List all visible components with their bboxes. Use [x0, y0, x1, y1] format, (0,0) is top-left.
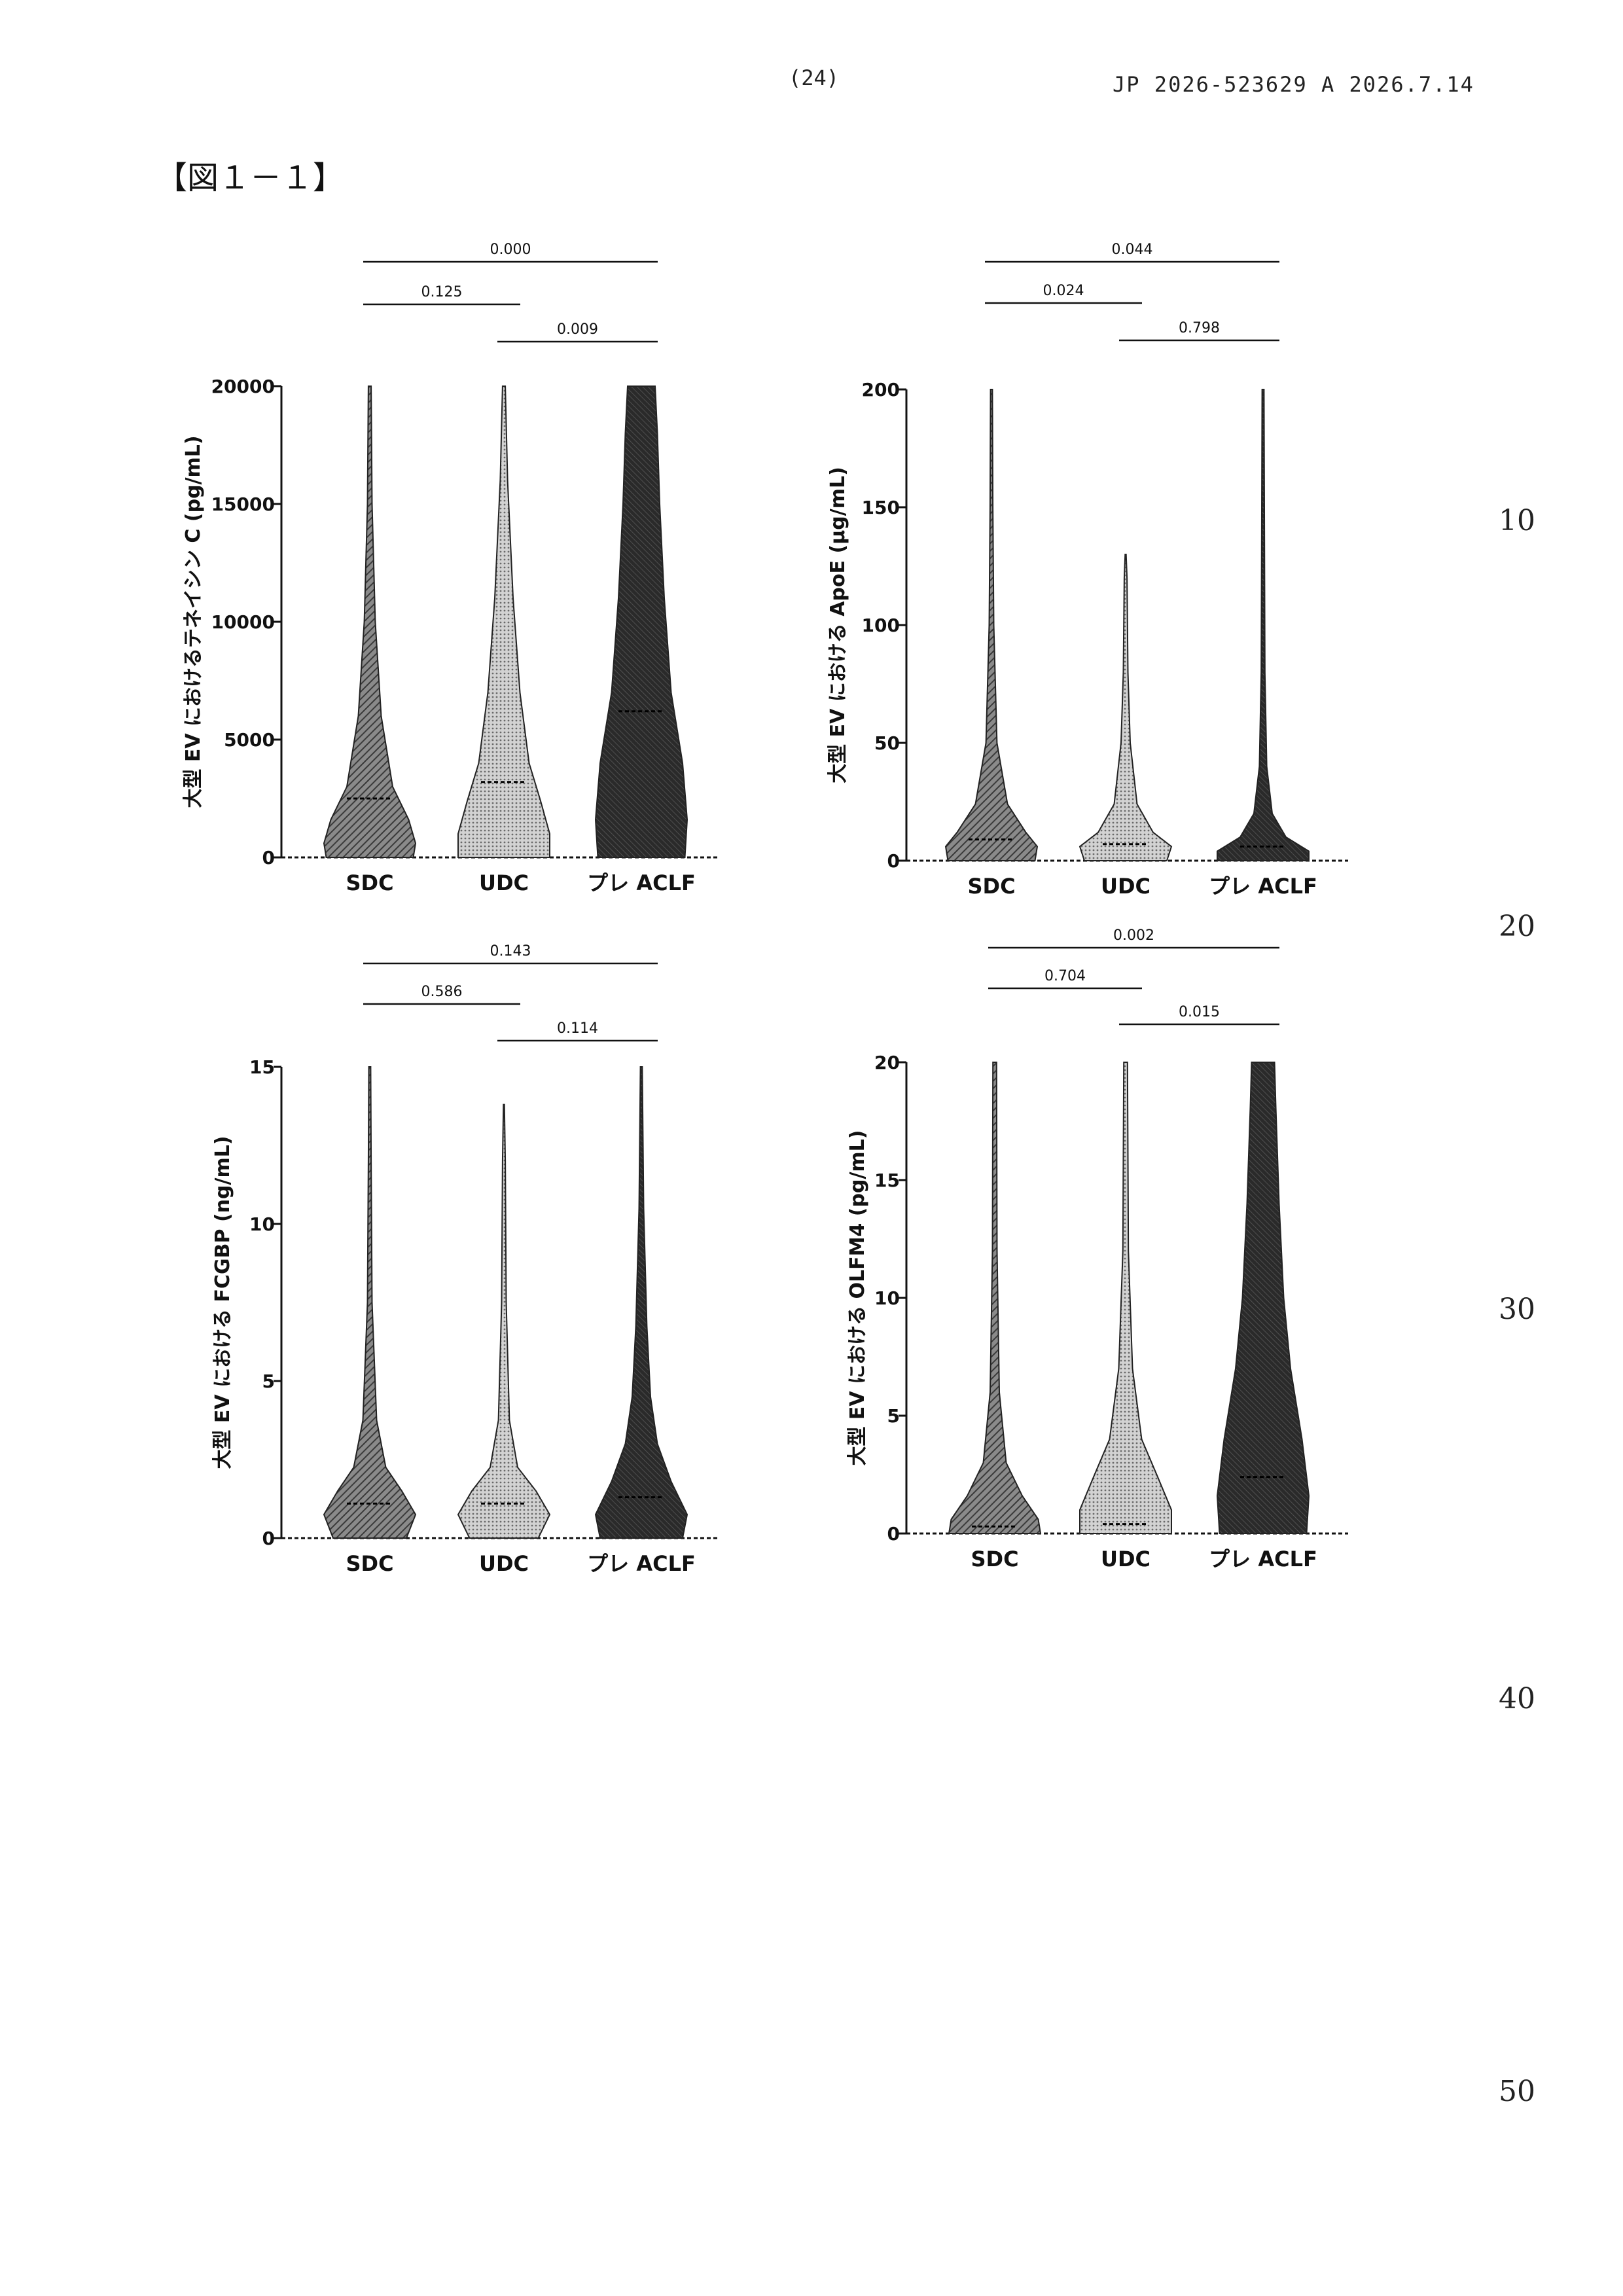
p-value-label: 0.002: [1113, 927, 1154, 944]
y-tick-label: 5: [887, 1405, 900, 1427]
y-axis-label: 大型 EV における OLFM4 (pg/mL): [846, 1130, 869, 1465]
y-tick-label: 0: [262, 1528, 275, 1549]
p-value-label: 0.024: [1043, 283, 1084, 299]
violin-pre-aclf: [596, 386, 687, 857]
p-value-label: 0.015: [1179, 1004, 1220, 1020]
violin-pre-aclf: [596, 1067, 687, 1538]
x-tick-label-sdc: SDC: [346, 1551, 393, 1576]
y-tick-label: 50: [874, 732, 900, 754]
y-tick-label: 15: [874, 1170, 900, 1191]
violin-udc: [458, 1105, 550, 1538]
x-tick-label-udc: UDC: [479, 870, 529, 895]
p-value-label: 0.125: [421, 284, 463, 300]
p-value-label: 0.000: [490, 242, 531, 258]
y-tick-label: 100: [862, 615, 900, 636]
p-value-label: 0.044: [1112, 242, 1153, 258]
y-tick-label: 5: [262, 1371, 275, 1392]
x-tick-label-udc: UDC: [1101, 874, 1150, 899]
x-tick-label-udc: UDC: [479, 1551, 529, 1576]
y-tick-label: 5000: [224, 729, 275, 751]
chart-panel-1: 0 5000 10000 15000 20000 大型 EV におけるテネイシン C (p…: [182, 242, 720, 895]
violin-sdc: [324, 386, 416, 857]
y-tick-label: 10000: [211, 611, 275, 633]
x-tick-label-pre-aclf: プレ ACLF: [587, 870, 696, 895]
p-value-label: 0.798: [1179, 320, 1220, 336]
violin-pre-aclf: [1217, 389, 1309, 861]
violin-udc: [458, 386, 550, 857]
p-value-label: 0.704: [1044, 968, 1086, 984]
y-tick-label: 0: [887, 1523, 900, 1545]
y-tick-label: 15: [249, 1056, 275, 1078]
y-tick-label: 20000: [211, 376, 275, 397]
chart-panel-3: 0 5 10 15 大型 EV における FCGBP (ng/mL) SDC UDC プレ A…: [211, 943, 720, 1576]
violin-sdc: [324, 1067, 416, 1538]
x-tick-label-sdc: SDC: [346, 870, 393, 895]
x-tick-label-sdc: SDC: [967, 874, 1015, 899]
y-tick-label: 15000: [211, 493, 275, 515]
p-value-label: 0.114: [557, 1020, 598, 1037]
p-value-label: 0.586: [421, 984, 463, 1000]
violin-sdc: [946, 389, 1037, 861]
y-tick-label: 20: [874, 1052, 900, 1073]
violin-pre-aclf: [1217, 1062, 1309, 1534]
y-tick-label: 200: [862, 379, 900, 401]
x-tick-label-sdc: SDC: [971, 1547, 1018, 1571]
p-value-label: 0.143: [490, 943, 531, 960]
x-tick-label-pre-aclf: プレ ACLF: [587, 1551, 696, 1576]
x-tick-label-pre-aclf: プレ ACLF: [1209, 874, 1317, 899]
y-axis-label: 大型 EV におけるテネイシン C (pg/mL): [182, 435, 205, 808]
violin-sdc: [949, 1062, 1041, 1534]
y-axis-label: 大型 EV における ApoE (μg/mL): [827, 467, 849, 783]
chart-panel-2: 0 50 100 150 200 大型 EV における ApoE (μg/mL) SDC UD…: [827, 242, 1348, 899]
y-tick-label: 0: [262, 847, 275, 869]
violin-udc: [1080, 1062, 1171, 1534]
violin-udc: [1080, 554, 1171, 861]
p-value-label: 0.009: [557, 321, 598, 338]
y-tick-label: 150: [862, 497, 900, 518]
y-tick-label: 0: [887, 850, 900, 872]
chart-panel-4: 0 5 10 15 20 大型 EV における OLFM4 (pg/mL) SDC UDC プレ…: [846, 927, 1348, 1571]
x-tick-label-pre-aclf: プレ ACLF: [1209, 1547, 1317, 1571]
x-tick-label-udc: UDC: [1101, 1547, 1150, 1571]
y-axis-label: 大型 EV における FCGBP (ng/mL): [211, 1136, 234, 1469]
y-tick-label: 10: [874, 1287, 900, 1309]
y-tick-label: 10: [249, 1213, 275, 1235]
